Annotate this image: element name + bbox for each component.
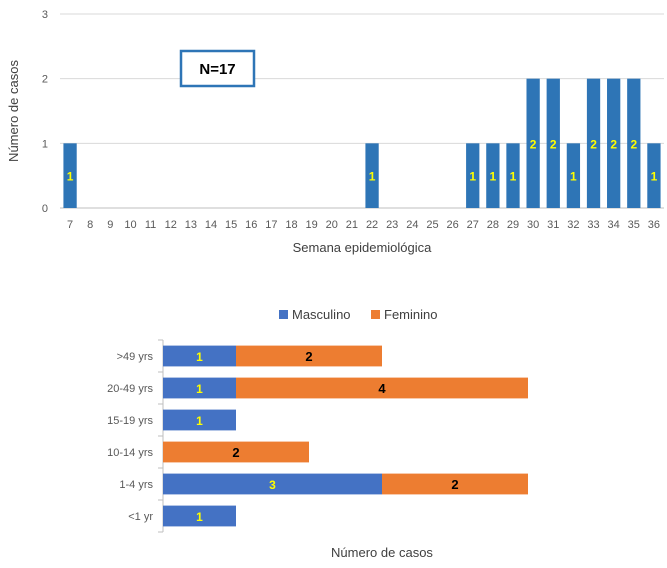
bar-segment [382, 473, 528, 495]
x-tick-label: 34 [608, 219, 620, 231]
x-tick-label: 22 [366, 219, 378, 231]
data-label: 1 [369, 170, 376, 184]
bar-segment [163, 377, 236, 399]
y-tick-label: >49 yrs [117, 351, 154, 363]
x-tick-label: 26 [446, 219, 458, 231]
age-sex-chart: >49 yrs 1 2 20-49 yrs 1 4 15-19 yrs 1 10-14 yrs 2… [107, 307, 528, 560]
x-tick-label: 14 [205, 219, 217, 231]
x-tick-label: 35 [628, 219, 640, 231]
y-tick-label: 1-4 yrs [119, 479, 153, 491]
bar [627, 78, 641, 209]
x-tick-label: 13 [185, 219, 197, 231]
data-label: 1 [196, 350, 203, 364]
x-tick-label: 12 [165, 219, 177, 231]
x-tick-label: 8 [87, 219, 93, 231]
data-label: 2 [630, 137, 637, 151]
bar-segment [236, 345, 382, 367]
data-label: 1 [196, 414, 203, 428]
bar-segment [163, 345, 236, 367]
y-tick-label: 2 [42, 74, 48, 86]
x-tick-label: 30 [527, 219, 539, 231]
x-tick-label: 20 [326, 219, 338, 231]
y-tick-label: 1 [42, 138, 48, 150]
data-label: 2 [232, 445, 239, 460]
data-label: 3 [269, 478, 276, 492]
bar-segment [163, 473, 382, 495]
data-label: 1 [196, 382, 203, 396]
bar-segment [163, 441, 309, 463]
x-tick-label: 11 [145, 219, 156, 231]
data-label: 2 [530, 137, 537, 151]
bar [506, 143, 520, 208]
data-label: 2 [550, 137, 557, 151]
data-label: 2 [451, 477, 458, 492]
legend-label-masculino: Masculino [292, 307, 351, 322]
annotation-text: N=17 [199, 61, 235, 78]
x-tick-label: 33 [587, 219, 599, 231]
data-label: 1 [651, 170, 658, 184]
legend-swatch-feminino [371, 310, 380, 319]
x-tick-label: 36 [648, 219, 660, 231]
y-tick-label: 0 [42, 203, 48, 215]
bar [365, 143, 379, 208]
x-tick-label: 31 [547, 219, 559, 231]
x-tick-label: 10 [124, 219, 136, 231]
x-tick-label: 28 [487, 219, 499, 231]
bar-segment [236, 377, 528, 399]
y-axis-title: Número de casos [6, 60, 21, 162]
x-tick-label: 16 [245, 219, 257, 231]
bar [466, 143, 480, 208]
x-tick-label: 17 [265, 219, 277, 231]
data-label: 2 [305, 349, 312, 364]
bar [647, 143, 661, 208]
x-tick-label: 27 [467, 219, 479, 231]
data-label: 1 [510, 170, 517, 184]
data-label: 1 [490, 170, 497, 184]
data-label: 2 [610, 137, 617, 151]
data-label: 4 [378, 381, 386, 396]
legend-label-feminino: Feminino [384, 307, 437, 322]
x-tick-label: 29 [507, 219, 519, 231]
x-tick-label: 32 [567, 219, 579, 231]
x-tick-label: 24 [406, 219, 418, 231]
y-tick-label: 10-14 yrs [107, 447, 153, 459]
bar [63, 143, 77, 208]
data-label: 1 [196, 510, 203, 524]
y-tick-label: 20-49 yrs [107, 383, 153, 395]
data-label: 1 [570, 170, 577, 184]
data-label: 2 [590, 137, 597, 151]
y-tick-label: 3 [42, 9, 48, 21]
x-axis-title: Número de casos [331, 545, 433, 560]
data-label: 1 [469, 170, 476, 184]
bar [566, 143, 581, 208]
x-tick-label: 19 [306, 219, 318, 231]
x-tick-label: 21 [346, 219, 358, 231]
annotation-box [179, 49, 256, 88]
x-tick-label: 9 [107, 219, 113, 231]
data-label: 1 [67, 170, 74, 184]
y-tick-label: <1 yr [128, 511, 153, 523]
bar [486, 143, 500, 208]
x-tick-label: 7 [67, 219, 73, 231]
x-tick-label: 25 [426, 219, 438, 231]
x-axis-title: Semana epidemiológica [293, 240, 433, 255]
bar [526, 78, 540, 209]
x-tick-label: 15 [225, 219, 237, 231]
x-tick-label: 18 [285, 219, 297, 231]
bar-segment [163, 409, 236, 431]
y-tick-label: 15-19 yrs [107, 415, 153, 427]
bar [586, 78, 601, 209]
bar [546, 78, 560, 209]
legend-swatch-masculino [279, 310, 288, 319]
bar-segment [163, 505, 236, 527]
x-tick-label: 23 [386, 219, 398, 231]
bar [607, 78, 621, 209]
